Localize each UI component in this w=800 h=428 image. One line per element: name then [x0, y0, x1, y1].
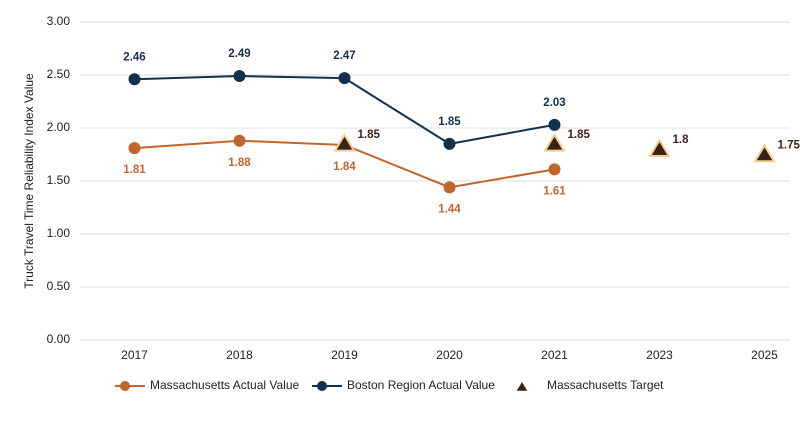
target-marker — [333, 132, 356, 152]
y-tick-label: 3.00 — [47, 14, 71, 28]
y-tick-label: 2.00 — [47, 120, 71, 134]
x-tick-label: 2017 — [121, 348, 148, 362]
value-label: 1.85 — [358, 129, 381, 141]
point — [443, 181, 456, 194]
value-label: 2.46 — [123, 51, 145, 63]
x-tick-label: 2025 — [751, 348, 778, 362]
y-tick-label: 1.00 — [47, 226, 71, 240]
legend-marker — [516, 382, 528, 391]
value-label: 1.75 — [778, 140, 800, 152]
y-tick-label: 1.50 — [47, 173, 71, 187]
value-label: 1.88 — [228, 157, 251, 169]
value-label: 1.84 — [333, 161, 356, 173]
value-label: 1.85 — [438, 116, 461, 128]
value-label: 2.47 — [333, 50, 355, 62]
y-tick-label: 2.50 — [47, 67, 71, 81]
x-tick-label: 2018 — [226, 348, 253, 362]
target-marker — [648, 138, 671, 157]
point — [548, 118, 561, 131]
point — [233, 134, 246, 147]
legend-marker — [317, 381, 327, 391]
value-label: 1.61 — [543, 185, 566, 197]
value-label: 2.49 — [228, 48, 250, 60]
value-label: 1.44 — [438, 203, 461, 215]
value-label: 1.8 — [673, 134, 690, 146]
point — [338, 72, 351, 85]
legend-label: Massachusetts Actual Value — [150, 378, 300, 392]
target-marker — [543, 132, 566, 152]
y-tick-label: 0.50 — [47, 279, 71, 293]
value-label: 2.03 — [543, 97, 565, 109]
x-tick-label: 2019 — [331, 348, 358, 362]
legend-label: Boston Region Actual Value — [347, 378, 495, 392]
x-tick-label: 2020 — [436, 348, 463, 362]
x-tick-label: 2021 — [541, 348, 568, 362]
point — [548, 163, 561, 176]
y-axis-label: Truck Travel Time Reliability Index Valu… — [22, 73, 36, 289]
target-marker — [753, 143, 776, 163]
y-tick-label: 0.00 — [47, 332, 71, 346]
value-label: 1.81 — [123, 164, 146, 176]
point — [233, 70, 246, 83]
value-label: 1.85 — [568, 129, 591, 141]
legend-label: Massachusetts Target — [547, 378, 664, 392]
legend-marker — [120, 381, 130, 391]
point — [443, 137, 456, 150]
point — [128, 73, 141, 86]
point — [128, 142, 141, 155]
x-tick-label: 2023 — [646, 348, 673, 362]
